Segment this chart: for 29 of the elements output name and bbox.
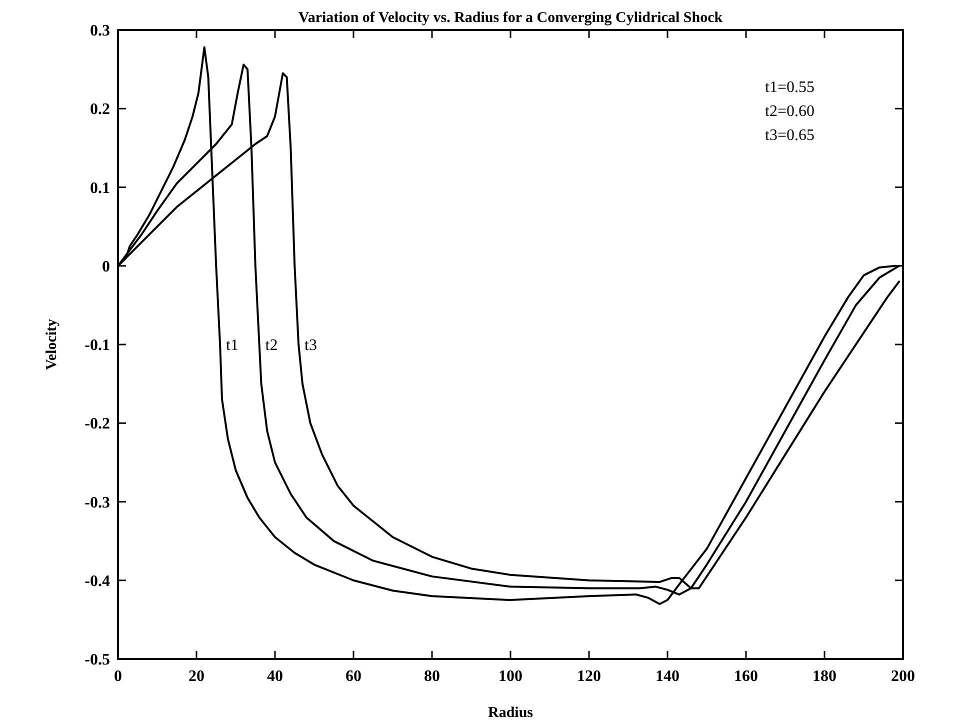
x-axis-title: Radius <box>488 705 534 721</box>
x-tick-label: 200 <box>891 668 915 685</box>
annotation: t3 <box>304 337 317 354</box>
chart-title: Variation of Velocity vs. Radius for a Converging Cylidrical Shock <box>298 10 724 26</box>
y-tick-label: 0.1 <box>90 180 110 197</box>
x-tick-label: 40 <box>267 668 283 685</box>
y-axis-title: Velocity <box>44 318 60 370</box>
y-tick-label: -0.3 <box>84 494 110 512</box>
x-tick-label: 0 <box>114 668 122 685</box>
x-tick-label: 100 <box>498 668 522 685</box>
y-tick-label: -0.1 <box>84 337 110 354</box>
x-tick-label: 140 <box>656 668 680 685</box>
annotation: t2 <box>265 337 278 354</box>
x-tick-label: 180 <box>812 668 836 685</box>
y-tick-label: -0.5 <box>84 652 110 669</box>
y-tick-label: 0 <box>102 258 110 276</box>
y-tick-label: 0.3 <box>90 22 110 40</box>
y-tick-label: 0.2 <box>90 101 110 118</box>
annotation: t3=0.65 <box>765 127 814 144</box>
x-tick-label: 120 <box>577 668 601 685</box>
y-tick-label: -0.2 <box>84 416 110 433</box>
y-tick-label: -0.4 <box>84 572 110 590</box>
x-tick-label: 60 <box>346 668 362 685</box>
x-tick-label: 80 <box>424 668 440 685</box>
annotation: t1 <box>226 337 238 354</box>
x-tick-label: 20 <box>188 668 204 685</box>
x-tick-label: 160 <box>734 668 758 685</box>
annotation: t1=0.55 <box>765 79 814 96</box>
annotation: t2=0.60 <box>765 103 814 120</box>
